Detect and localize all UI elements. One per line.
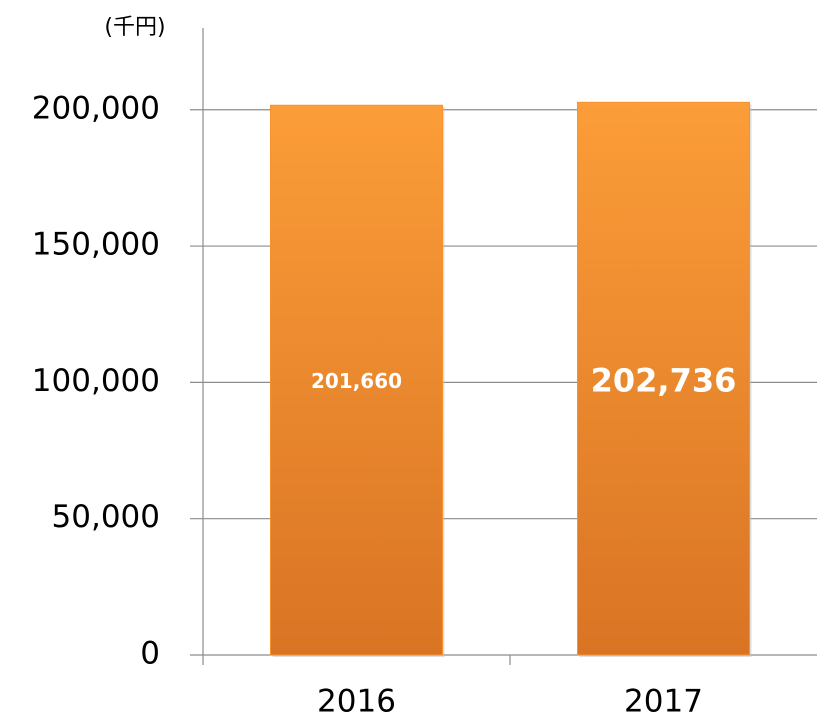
- x-tick-label: 2016: [317, 684, 396, 720]
- y-tick-label: 200,000: [32, 90, 160, 126]
- bar: [270, 104, 443, 656]
- y-tick-label: 0: [140, 636, 160, 672]
- y-tick-label: 100,000: [32, 363, 160, 399]
- y-axis-label: (千円): [104, 15, 165, 40]
- data-label: 202,736: [591, 361, 737, 399]
- data-label: 201,660: [311, 369, 402, 393]
- y-tick-label: 50,000: [52, 499, 160, 535]
- y-tick-label: 150,000: [32, 227, 160, 263]
- bar: [577, 101, 750, 656]
- x-tick-label: 2017: [624, 684, 703, 720]
